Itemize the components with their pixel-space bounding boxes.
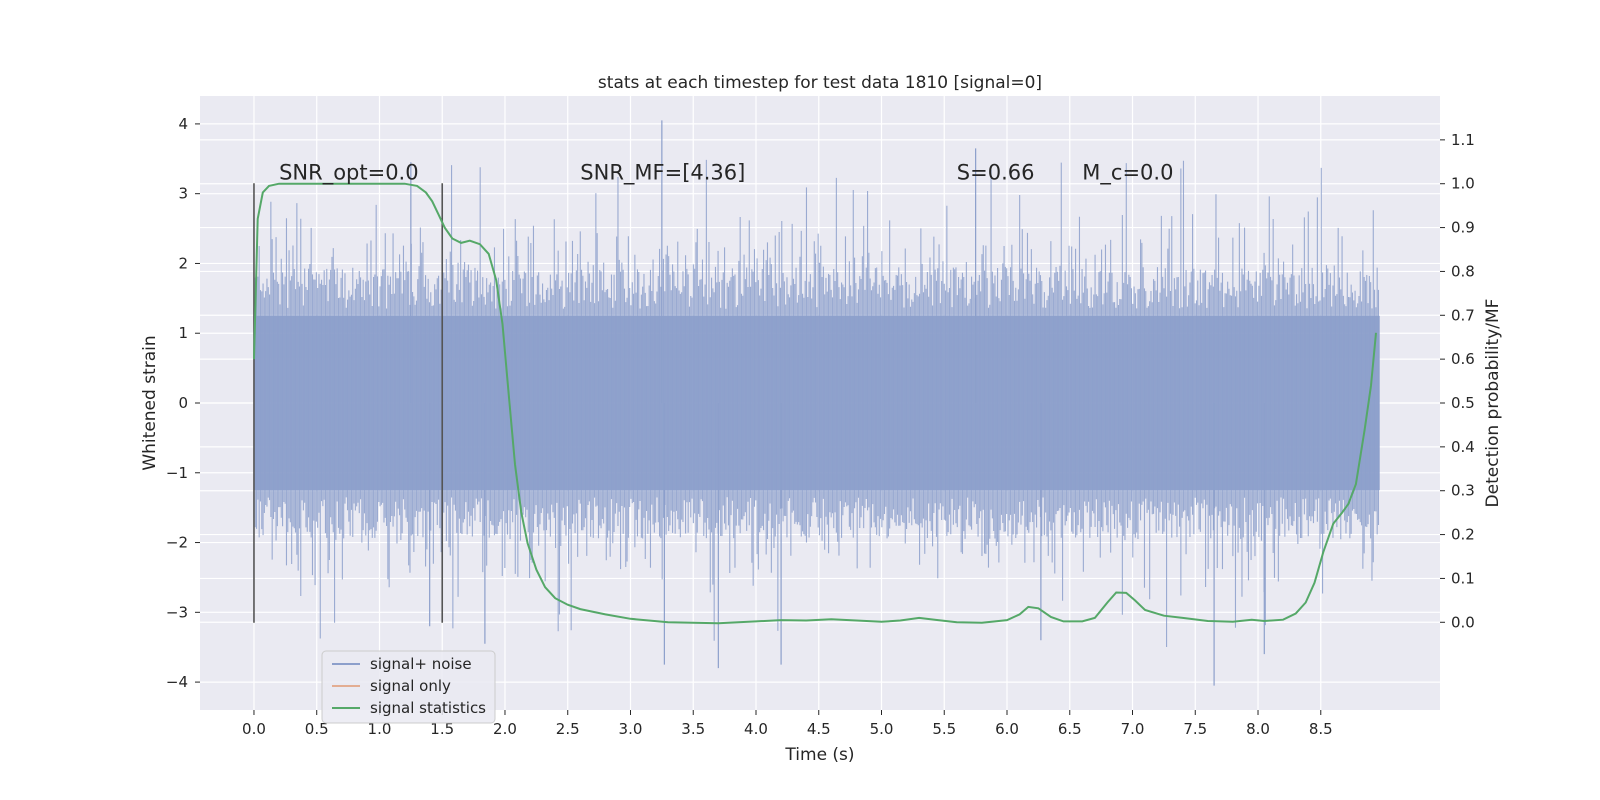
y-tick-label: 4 [178, 115, 188, 133]
annotations: SNR_opt=0.0 SNR_MF=[4.36] S=0.66 M_c=0.0 [279, 161, 1173, 186]
y-axis-ticks: −4 −3 −2 −1 0 1 2 3 4 [166, 115, 200, 691]
x-axis-label: Time (s) [784, 745, 854, 765]
legend-label-signal-only: signal only [370, 677, 451, 695]
x-tick-label: 4.5 [807, 720, 831, 738]
y2-tick-label: 0.1 [1451, 569, 1475, 587]
x-tick-label: 7.0 [1121, 720, 1145, 738]
y2-axis-label: Detection probability/MF [1483, 299, 1503, 508]
y-tick-label: −4 [166, 673, 188, 691]
x-tick-label: 0.5 [305, 720, 329, 738]
x-tick-label: 4.0 [744, 720, 768, 738]
legend-label-signal-noise: signal+ noise [370, 655, 472, 673]
x-tick-label: 2.5 [556, 720, 580, 738]
annotation-snr-opt: SNR_opt=0.0 [279, 161, 419, 186]
x-tick-label: 0.0 [242, 720, 266, 738]
y2-tick-label: 0.9 [1451, 219, 1475, 237]
legend-label-signal-statistics: signal statistics [370, 699, 486, 717]
y-tick-label: −1 [166, 464, 188, 482]
x-tick-label: 3.5 [681, 720, 705, 738]
annotation-snr-mf: SNR_MF=[4.36] [580, 161, 745, 186]
y-tick-label: 2 [178, 254, 188, 272]
y2-tick-label: 0.3 [1451, 482, 1475, 500]
x-tick-label: 6.5 [1058, 720, 1082, 738]
x-tick-label: 5.0 [870, 720, 894, 738]
y-axis-label: Whitened strain [140, 335, 160, 470]
y-tick-label: −2 [166, 534, 188, 552]
vertical-markers [253, 183, 444, 623]
y2-tick-label: 0.5 [1451, 394, 1475, 412]
y2-tick-label: 0.8 [1451, 262, 1475, 280]
y2-tick-label: 1.0 [1451, 175, 1475, 193]
y2-tick-label: 0.7 [1451, 306, 1475, 324]
x-tick-label: 5.5 [932, 720, 956, 738]
y2-tick-label: 0.0 [1451, 613, 1475, 631]
annotation-s: S=0.66 [957, 161, 1035, 185]
x-axis-ticks: 0.0 0.5 1.0 1.5 2.0 2.5 3.0 3.5 4.0 4.5 5.0 5.5 6.0 6… [242, 710, 1333, 738]
y-tick-label: 0 [178, 394, 188, 412]
legend-box [321, 650, 496, 724]
y2-tick-label: 0.4 [1451, 438, 1475, 456]
y-tick-label: −3 [166, 603, 188, 621]
x-tick-label: 6.0 [995, 720, 1019, 738]
legend: signal+ noise signal only signal statist… [321, 650, 496, 724]
chart-title: stats at each timestep for test data 181… [598, 73, 1042, 93]
x-tick-label: 7.5 [1183, 720, 1207, 738]
y2-tick-label: 0.2 [1451, 526, 1475, 544]
x-tick-label: 3.0 [619, 720, 643, 738]
x-tick-label: 1.0 [368, 720, 392, 738]
y2-axis-ticks: 0.0 0.1 0.2 0.3 0.4 0.5 0.6 0.7 0.8 0.9 1.0 1.1 [1440, 131, 1475, 631]
x-tick-label: 8.0 [1246, 720, 1270, 738]
x-tick-label: 2.0 [493, 720, 517, 738]
y-tick-label: 3 [178, 185, 188, 203]
y2-tick-label: 0.6 [1451, 350, 1475, 368]
y-tick-label: 1 [178, 324, 188, 342]
annotation-mc: M_c=0.0 [1082, 161, 1173, 186]
y2-tick-label: 1.1 [1451, 131, 1475, 149]
signal-statistics-line [253, 182, 1377, 625]
x-tick-label: 8.5 [1309, 720, 1333, 738]
x-tick-label: 1.5 [430, 720, 454, 738]
